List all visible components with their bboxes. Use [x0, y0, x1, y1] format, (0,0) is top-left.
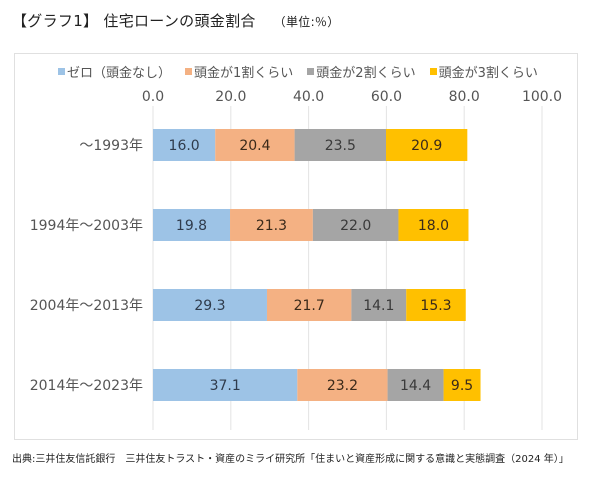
data-label: 14.4	[400, 378, 431, 394]
legend-item: ゼロ（頭金なし）	[58, 62, 171, 81]
bar-segment	[406, 289, 466, 321]
x-tick-label: 20.0	[215, 89, 246, 105]
category-label: 2004年～2013年	[30, 298, 143, 314]
unit-label: （単位:％）	[273, 15, 340, 29]
x-tick-label: 80.0	[449, 89, 480, 105]
legend-swatch	[58, 68, 65, 75]
data-label: 22.0	[340, 218, 371, 234]
x-tick-label: 100.0	[522, 89, 562, 105]
source-note: 出典:三井住友信託銀行 三井住友トラスト・資産のミライ研究所「住まいと資産形成に…	[12, 454, 569, 465]
legend-item: 頭金が1割くらい	[185, 62, 293, 81]
category-label: ～1993年	[79, 138, 143, 154]
bar-segment	[266, 289, 352, 321]
bar-segment	[230, 209, 313, 241]
data-label: 20.4	[239, 138, 270, 154]
data-label: 29.3	[194, 298, 225, 314]
bar-segment	[294, 129, 387, 161]
legend: ゼロ（頭金なし） 頭金が1割くらい 頭金が2割くらい 頭金が3割くらい	[58, 62, 538, 81]
data-label: 9.5	[451, 378, 473, 394]
bar-segment	[153, 369, 298, 401]
bar-segment	[312, 209, 399, 241]
bar-segment	[215, 129, 295, 161]
chart-title: 【グラフ1】 住宅ローンの頭金割合 （単位:％）	[12, 10, 340, 31]
bar-segment	[153, 129, 216, 161]
category-label: 2014年～2023年	[30, 378, 143, 394]
data-label: 15.3	[420, 298, 451, 314]
x-tick-label: 60.0	[371, 89, 402, 105]
chart-frame	[14, 53, 578, 440]
category-label: 1994年～2003年	[30, 218, 143, 234]
legend-swatch	[429, 68, 437, 75]
bar-segment	[398, 209, 469, 241]
data-label: 23.2	[327, 378, 358, 394]
data-label: 21.7	[294, 298, 325, 314]
legend-label: ゼロ（頭金なし）	[67, 66, 172, 81]
data-label: 16.0	[169, 138, 200, 154]
bar-segment	[351, 289, 407, 321]
data-label: 19.8	[176, 218, 207, 234]
data-label: 21.3	[256, 218, 287, 234]
x-tick-label: 40.0	[293, 89, 324, 105]
chart-title-text: 【グラフ1】 住宅ローンの頭金割合	[12, 12, 256, 30]
legend-swatch	[185, 68, 193, 75]
legend-item: 頭金が3割くらい	[429, 62, 538, 81]
data-label: 14.1	[363, 298, 394, 314]
legend-swatch	[307, 68, 315, 75]
data-label: 37.1	[210, 378, 241, 394]
data-label: 23.5	[325, 138, 356, 154]
bar-segment	[443, 369, 481, 401]
bar-segment	[387, 369, 444, 401]
legend-label: 頭金が3割くらい	[438, 66, 538, 81]
bar-segment	[153, 289, 267, 321]
legend-label: 頭金が1割くらい	[194, 66, 294, 81]
legend-item: 頭金が2割くらい	[307, 62, 416, 81]
legend-label: 頭金が2割くらい	[316, 66, 416, 81]
data-label: 20.9	[411, 138, 442, 154]
bar-segment	[153, 209, 231, 241]
x-tick-label: 0.0	[142, 89, 164, 105]
bar-segment	[297, 369, 388, 401]
data-label: 18.0	[418, 218, 449, 234]
bar-segment	[386, 129, 468, 161]
